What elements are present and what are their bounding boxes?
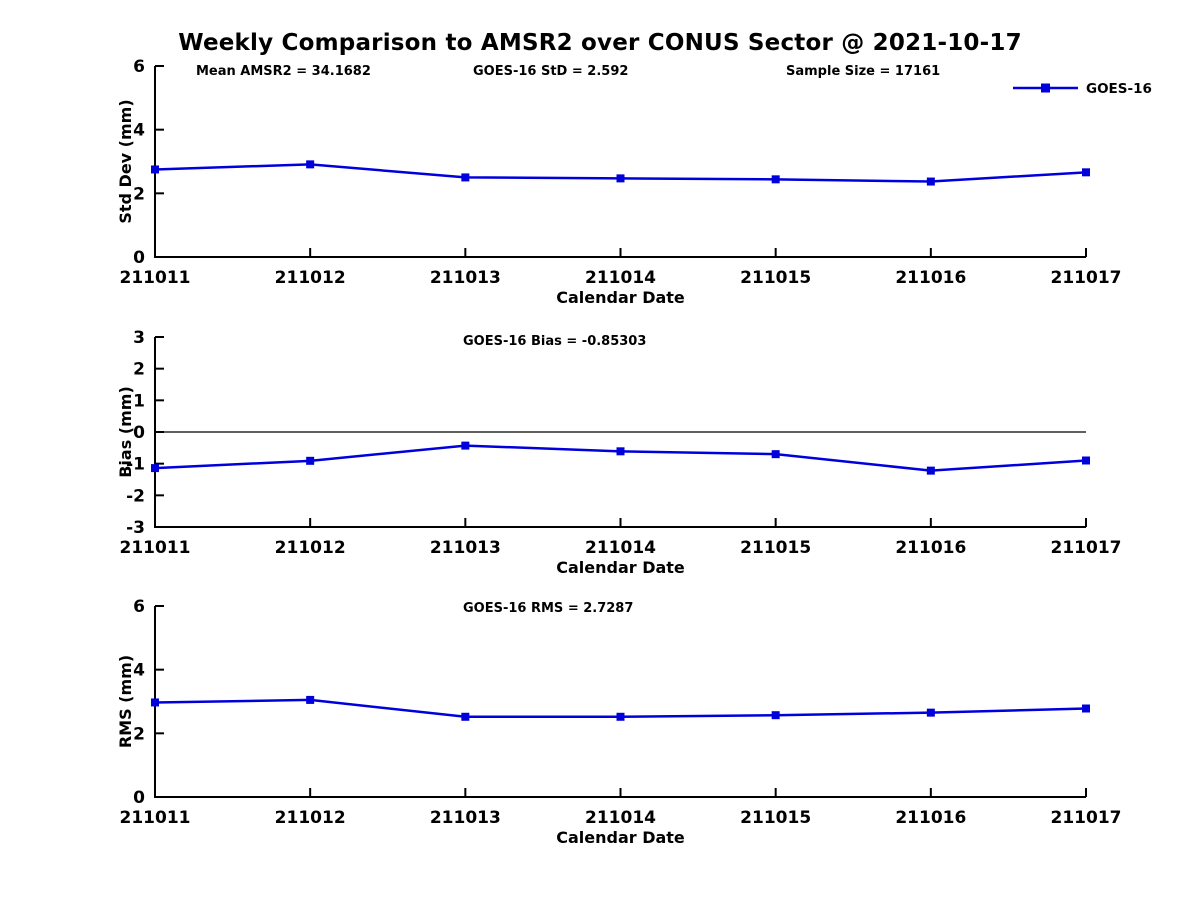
bias-data-point bbox=[306, 456, 315, 465]
std-dev-x-tick-label: 211015 bbox=[740, 268, 811, 288]
std-dev-data-point bbox=[771, 175, 780, 184]
bias-data-point bbox=[1082, 456, 1090, 465]
bias-y-tick-label: 2 bbox=[133, 360, 145, 380]
rms-y-axis-label: RMS (mm) bbox=[116, 655, 135, 748]
bias-x-tick-label: 211013 bbox=[430, 538, 501, 558]
std-dev-y-tick-label: 6 bbox=[133, 57, 145, 77]
chart-title: Weekly Comparison to AMSR2 over CONUS Se… bbox=[178, 30, 1022, 56]
rms-data-point bbox=[1082, 704, 1090, 713]
rms-x-tick-label: 211012 bbox=[275, 808, 346, 828]
rms-x-axis-label: Calendar Date bbox=[556, 828, 685, 847]
std-dev-annotation: Sample Size = 17161 bbox=[786, 64, 940, 79]
bias-y-axis-label: Bias (mm) bbox=[116, 386, 135, 478]
std-dev-y-axis-label: Std Dev (mm) bbox=[116, 99, 135, 223]
std-dev-x-axis-label: Calendar Date bbox=[556, 288, 685, 307]
rms-x-tick-label: 211013 bbox=[430, 808, 501, 828]
std-dev-y-tick-label: 2 bbox=[133, 184, 145, 204]
bias-x-axis-label: Calendar Date bbox=[556, 558, 685, 577]
std-dev-x-tick-label: 211017 bbox=[1051, 268, 1122, 288]
rms-data-point bbox=[461, 712, 470, 721]
rms-x-tick-label: 211015 bbox=[740, 808, 811, 828]
bias-data-point bbox=[771, 450, 780, 459]
bias-data-point bbox=[461, 441, 470, 450]
bias-y-tick-label: -3 bbox=[126, 518, 145, 538]
bias-x-tick-label: 211014 bbox=[585, 538, 656, 558]
bias-y-tick-label: 3 bbox=[133, 328, 145, 348]
std-dev-x-tick-label: 211014 bbox=[585, 268, 656, 288]
legend-label: GOES-16 bbox=[1086, 81, 1152, 97]
bias-y-tick-label: 0 bbox=[133, 423, 145, 443]
bias-x-tick-label: 211011 bbox=[120, 538, 191, 558]
bias-x-tick-label: 211015 bbox=[740, 538, 811, 558]
std-dev-annotation: Mean AMSR2 = 34.1682 bbox=[196, 64, 371, 79]
std-dev-x-tick-label: 211013 bbox=[430, 268, 501, 288]
legend-marker bbox=[1041, 83, 1050, 93]
bias-y-tick-label: 1 bbox=[133, 391, 145, 411]
bias-y-tick-label: -1 bbox=[126, 455, 145, 475]
rms-data-point bbox=[151, 698, 159, 707]
std-dev-y-tick-label: 0 bbox=[133, 248, 145, 268]
std-dev-data-point bbox=[926, 177, 935, 186]
rms-x-tick-label: 211016 bbox=[895, 808, 966, 828]
std-dev-data-point bbox=[616, 174, 625, 183]
std-dev-data-point bbox=[461, 173, 470, 182]
std-dev-annotation: GOES-16 StD = 2.592 bbox=[473, 64, 628, 79]
bias-x-tick-label: 211017 bbox=[1051, 538, 1122, 558]
bias-y-tick-label: -2 bbox=[126, 486, 145, 506]
rms-y-tick-label: 4 bbox=[133, 661, 145, 681]
bias-annotation: GOES-16 Bias = -0.85303 bbox=[463, 334, 646, 349]
rms-data-point bbox=[926, 708, 935, 717]
std-dev-x-tick-label: 211011 bbox=[120, 268, 191, 288]
rms-x-tick-label: 211014 bbox=[585, 808, 656, 828]
std-dev-data-point bbox=[1082, 168, 1090, 177]
bias-data-point bbox=[926, 466, 935, 475]
bias-x-tick-label: 211012 bbox=[275, 538, 346, 558]
rms-data-point bbox=[306, 695, 315, 704]
rms-y-tick-label: 0 bbox=[133, 788, 145, 808]
std-dev-data-point bbox=[306, 160, 315, 169]
rms-x-tick-label: 211011 bbox=[120, 808, 191, 828]
bias-data-point bbox=[151, 464, 159, 473]
rms-y-tick-label: 2 bbox=[133, 724, 145, 744]
rms-data-point bbox=[771, 711, 780, 720]
bias-x-tick-label: 211016 bbox=[895, 538, 966, 558]
bias-data-point bbox=[616, 447, 625, 456]
rms-y-tick-label: 6 bbox=[133, 597, 145, 617]
std-dev-x-tick-label: 211012 bbox=[275, 268, 346, 288]
rms-annotation: GOES-16 RMS = 2.7287 bbox=[463, 601, 633, 616]
rms-x-tick-label: 211017 bbox=[1051, 808, 1122, 828]
std-dev-x-tick-label: 211016 bbox=[895, 268, 966, 288]
std-dev-y-tick-label: 4 bbox=[133, 121, 145, 141]
std-dev-data-point bbox=[151, 165, 159, 174]
rms-data-point bbox=[616, 712, 625, 721]
